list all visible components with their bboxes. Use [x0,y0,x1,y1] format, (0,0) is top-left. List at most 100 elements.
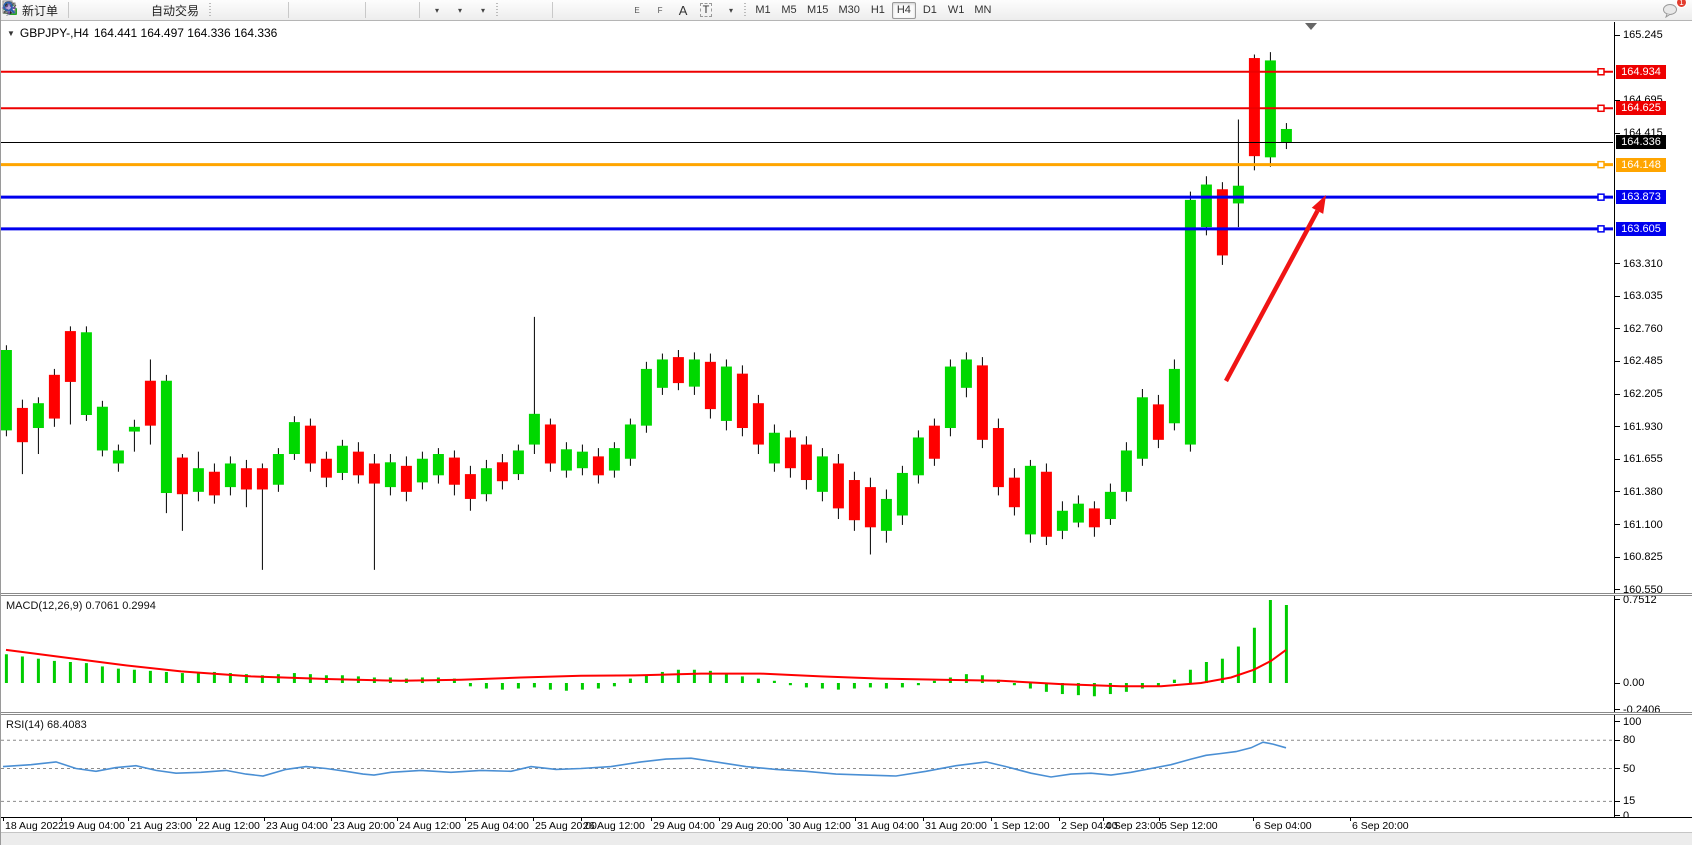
timeframe-button-m15[interactable]: M15 [807,4,829,16]
zoom-out-button[interactable] [3,1,338,20]
candle [896,465,908,525]
timeframe-button-w1[interactable]: W1 [947,4,965,16]
pane-divider[interactable] [1,712,1692,715]
bar-chart-button[interactable] [3,1,238,20]
hline-163.605[interactable] [1,225,1613,233]
chart-shift-button[interactable] [2,1,415,20]
main-chart-pane[interactable] [1,22,1613,593]
price-tick-label: 162.205 [1623,388,1663,401]
vertical-line-button[interactable] [7,1,579,20]
time-tick [991,818,992,821]
time-tick [1159,818,1160,821]
timeframe-button-d1[interactable]: D1 [922,4,937,16]
new-order-button[interactable]: 新订单 [2,0,64,20]
toolbar: 新订单 自动交易 ▾ ▾ ▾ E F A T [1,0,1692,21]
time-tick [128,818,129,821]
auto-scroll-button[interactable] [2,1,392,20]
text-tool-button[interactable]: A [672,1,694,20]
candle [816,448,828,502]
candle [608,442,620,478]
time-label: 30 Aug 12:00 [789,820,851,832]
candle [224,456,236,496]
data-window-button[interactable] [2,1,118,20]
zoom-in-button[interactable] [3,1,315,20]
candle [1088,501,1100,537]
trendline-button[interactable] [3,1,625,20]
line-anchor-handle[interactable] [1597,104,1605,113]
arrows-tool-button[interactable]: ▾ [1,0,740,20]
timeframe-button-m1[interactable]: M1 [755,4,771,16]
timeframe-button-m5[interactable]: M5 [781,4,797,16]
line-chart-button[interactable] [2,1,284,20]
autotrading-button[interactable]: 自动交易 [2,1,205,20]
macd-pane[interactable] [1,596,1613,712]
signals-button[interactable] [5,1,141,20]
candle [1184,191,1196,452]
candle [1200,176,1212,236]
macd-tick-label: 0.7512 [1623,593,1657,606]
hline-164.934[interactable] [1,68,1613,76]
price-badge-163.605: 163.605 [1616,221,1666,236]
time-tick [465,818,466,821]
rsi-pane[interactable] [1,715,1613,817]
line-anchor-handle[interactable] [1597,160,1605,169]
candle [656,353,668,395]
candle [1072,495,1084,528]
price-badge-163.873: 163.873 [1616,190,1666,205]
price-axis[interactable]: 165.245 164.695 164.415 163.310 163.035 162.7… [1614,22,1692,822]
cursor-button[interactable] [5,1,525,20]
price-tick-tick [1615,132,1620,134]
price-tick-tick [1615,491,1620,493]
price-tick-label: 160.550 [1623,583,1663,596]
trend-arrow[interactable] [1224,195,1326,383]
time-label: 5 Sep 12:00 [1161,820,1218,832]
grid-button[interactable]: F [2,1,671,20]
candlestick-chart-button[interactable] [4,1,261,20]
time-label: 29 Aug 04:00 [653,820,715,832]
hline-164.625[interactable] [1,104,1613,113]
timeframe-button-h4[interactable]: H4 [891,1,916,19]
search-button[interactable] [3,1,1655,20]
toolbar-grip[interactable] [495,3,501,17]
toolbar-grip[interactable] [743,3,749,17]
autotrading-label: 自动交易 [151,3,200,18]
macd-chart [4,599,1288,697]
toolbar-separator [288,2,290,18]
hline-163.873[interactable] [1,193,1613,201]
timeframe-button-h1[interactable]: H1 [870,4,885,16]
time-label: 22 Aug 12:00 [198,820,260,832]
symbol-dropdown-icon[interactable]: ▼ [7,28,15,38]
indicators-button[interactable]: ▾ [2,1,492,20]
price-tick-tick [1615,556,1620,558]
chart-shift-marker[interactable] [1305,23,1317,30]
price-tick-tick [1615,524,1620,526]
line-anchor-handle[interactable] [1597,193,1605,201]
text-label-button[interactable]: T [695,1,717,20]
candle [1280,123,1292,150]
line-anchor-handle[interactable] [1597,225,1605,233]
price-tick-tick [1615,328,1620,330]
status-strip [1,832,1692,845]
line-anchor-handle[interactable] [1597,68,1605,76]
time-tick [1253,818,1254,821]
crosshair-button[interactable] [3,1,548,20]
toolbar-grip[interactable] [208,3,214,17]
timeframe-button-mn[interactable]: MN [974,4,992,16]
periodicity-button[interactable]: ▾ [2,1,469,20]
candle [1264,52,1276,167]
time-axis[interactable]: 18 Aug 2022 19 Aug 04:00 21 Aug 23:00 22 Au… [1,818,1692,832]
tile-windows-button[interactable] [2,1,361,20]
fibonacci-button[interactable]: E [3,1,648,20]
market-watch-button[interactable] [2,1,95,20]
hline-164.148[interactable] [1,160,1613,169]
ohlc-values: 164.441 164.497 164.336 164.336 [93,26,278,40]
notifications-button[interactable]: 1 [1661,0,1687,20]
horizontal-line-button[interactable] [3,1,602,20]
pane-divider[interactable] [1,593,1692,596]
toolbar-separator [68,2,70,18]
new-chart-button[interactable]: ▾ [2,1,446,20]
candle [256,463,268,570]
timeframe-button-m30[interactable]: M30 [838,4,860,16]
candle [640,361,652,433]
